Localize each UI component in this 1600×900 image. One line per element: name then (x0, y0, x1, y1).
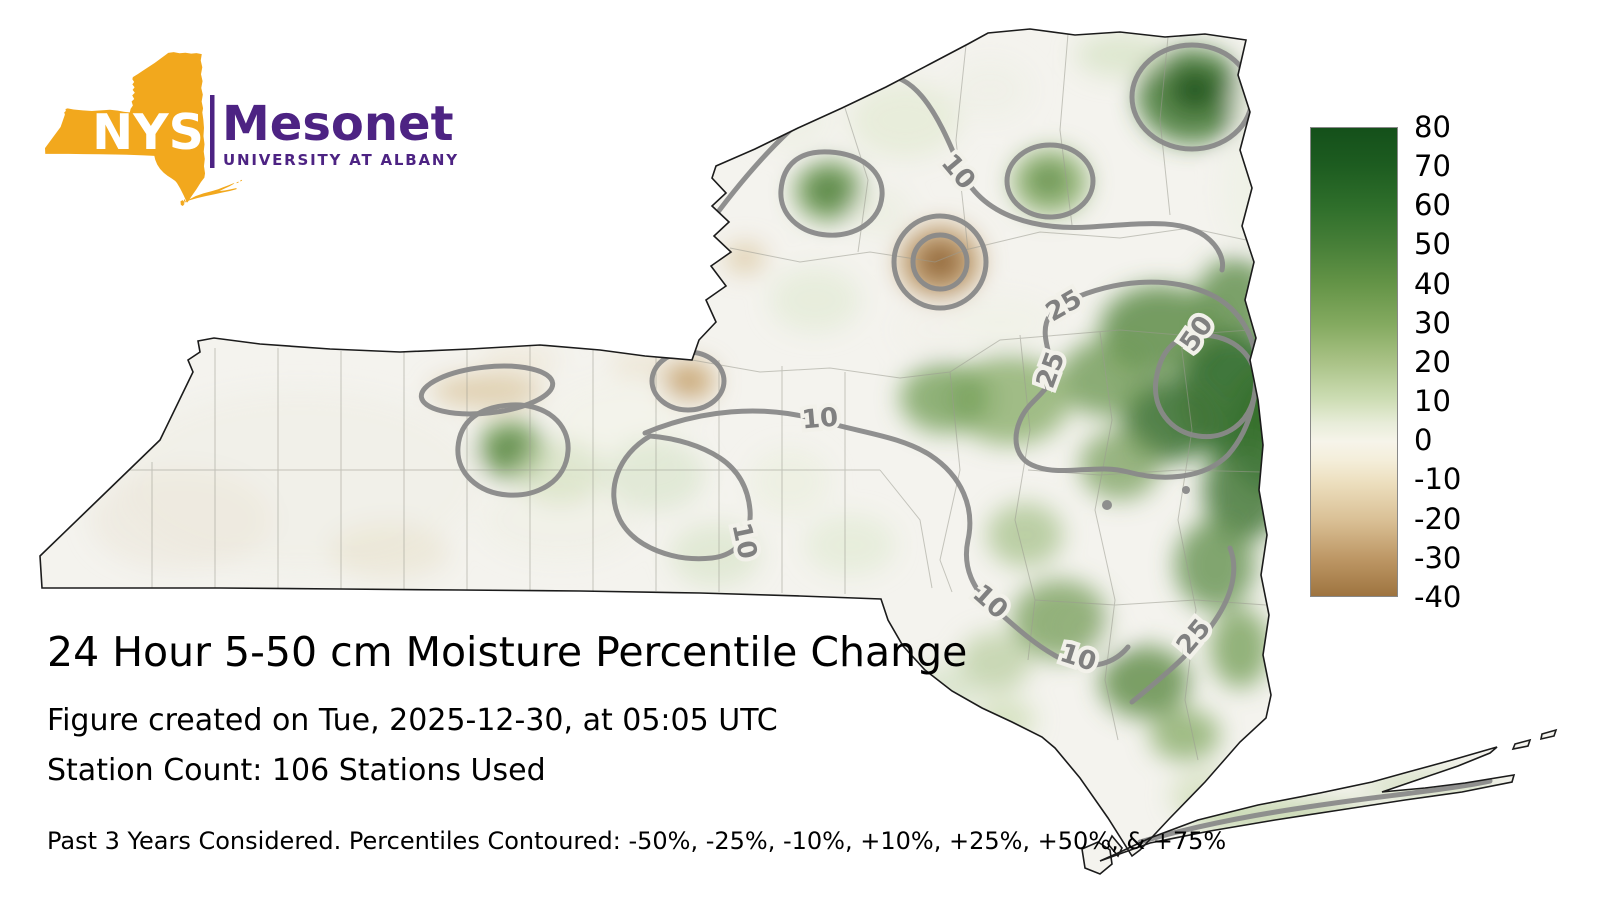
colorbar-tick: 60 (1414, 188, 1451, 223)
colorbar-tick: 10 (1414, 384, 1451, 419)
nys-mesonet-logo: NYS Mesonet UNIVERSITY AT ALBANY (45, 52, 459, 206)
contour-label: 10 (801, 402, 840, 435)
colorbar-tick: 20 (1414, 344, 1451, 379)
figure-title: 24 Hour 5-50 cm Moisture Percentile Chan… (47, 628, 968, 676)
logo-nys-text: NYS (92, 104, 204, 161)
colorbar-tick: 40 (1414, 266, 1451, 301)
county-borders (118, 33, 1267, 761)
colorbar-ticks: 80 70 60 50 40 30 20 10 0 -10 -20 -30 -4… (1414, 112, 1461, 612)
colorbar-tick: -20 (1414, 501, 1462, 536)
moisture-field (90, 33, 1500, 832)
station-count-text: Station Count: 106 Stations Used (47, 753, 546, 788)
logo-university-text: UNIVERSITY AT ALBANY (223, 151, 459, 169)
colorbar-tick: 30 (1414, 305, 1451, 340)
footnote-text: Past 3 Years Considered. Percentiles Con… (47, 827, 1227, 855)
colorbar-gradient (1310, 127, 1398, 597)
colorbar: 80 70 60 50 40 30 20 10 0 -10 -20 -30 -4… (1310, 112, 1461, 612)
logo-mesonet-text: Mesonet (222, 96, 454, 152)
logo-divider (210, 95, 215, 168)
colorbar-tick: 80 (1414, 110, 1451, 144)
colorbar-tick: -10 (1414, 462, 1462, 497)
contour-lines (418, 42, 1493, 845)
colorbar-tick: 0 (1414, 423, 1433, 458)
colorbar-tick: -40 (1414, 579, 1462, 614)
figure-created-text: Figure created on Tue, 2025-12-30, at 05… (47, 703, 778, 738)
colorbar-tick: -30 (1414, 540, 1462, 575)
colorbar-tick: 70 (1414, 149, 1451, 184)
colorbar-tick: 50 (1414, 227, 1451, 262)
